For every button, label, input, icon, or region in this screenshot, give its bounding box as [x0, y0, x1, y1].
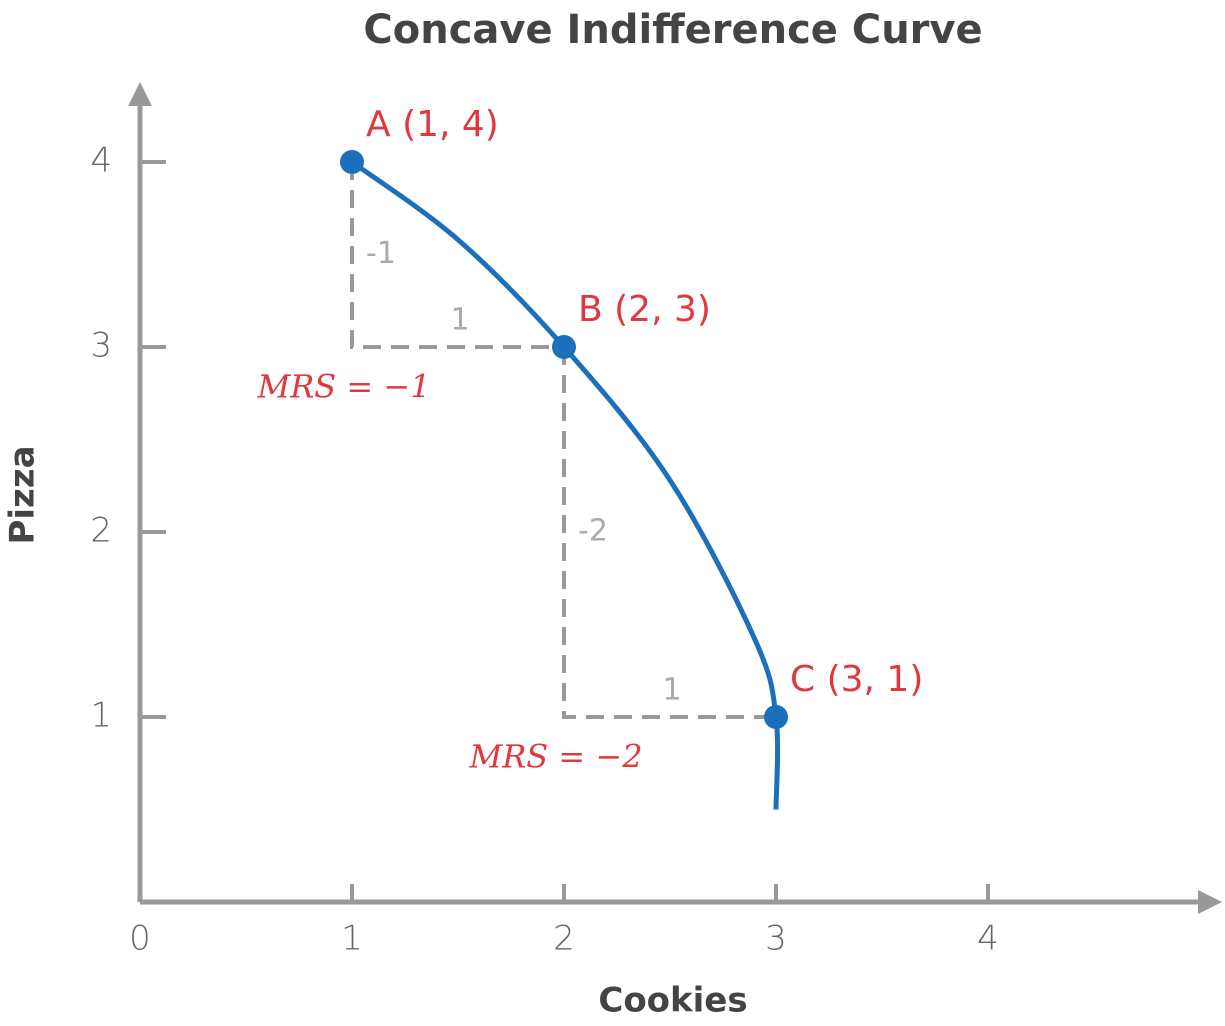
x-axis-label: Cookies [598, 981, 747, 1021]
y-tick-label: 1 [90, 696, 112, 736]
point-label: B (2, 3) [578, 289, 711, 330]
point [340, 150, 364, 174]
x-tick-label: 2 [553, 919, 575, 959]
mrs-label: MRS = −1 [256, 368, 430, 406]
y-axis-label: Pizza [3, 445, 43, 544]
point [552, 335, 576, 359]
chart-title: Concave Indifference Curve [363, 7, 982, 53]
y-tick-label: 2 [90, 511, 112, 551]
y-tick-label: 3 [90, 326, 112, 366]
x-tick-label: 0 [129, 919, 151, 959]
x-tick-label: 4 [977, 919, 999, 959]
point-label: A (1, 4) [366, 104, 499, 145]
x-tick-label: 1 [341, 919, 363, 959]
mrs-label: MRS = −2 [468, 738, 642, 776]
step-line [350, 162, 564, 349]
y-tick-label: 4 [90, 141, 112, 181]
point [764, 705, 788, 729]
step-line [562, 347, 776, 719]
rise-label: -2 [578, 514, 608, 549]
x-axis-arrow [1198, 890, 1222, 914]
run-label: 1 [450, 303, 469, 338]
run-label: 1 [662, 673, 681, 708]
point-label: C (3, 1) [790, 659, 923, 700]
rise-label: -1 [366, 236, 396, 271]
y-axis-arrow [128, 82, 152, 106]
x-tick-label: 3 [765, 919, 787, 959]
